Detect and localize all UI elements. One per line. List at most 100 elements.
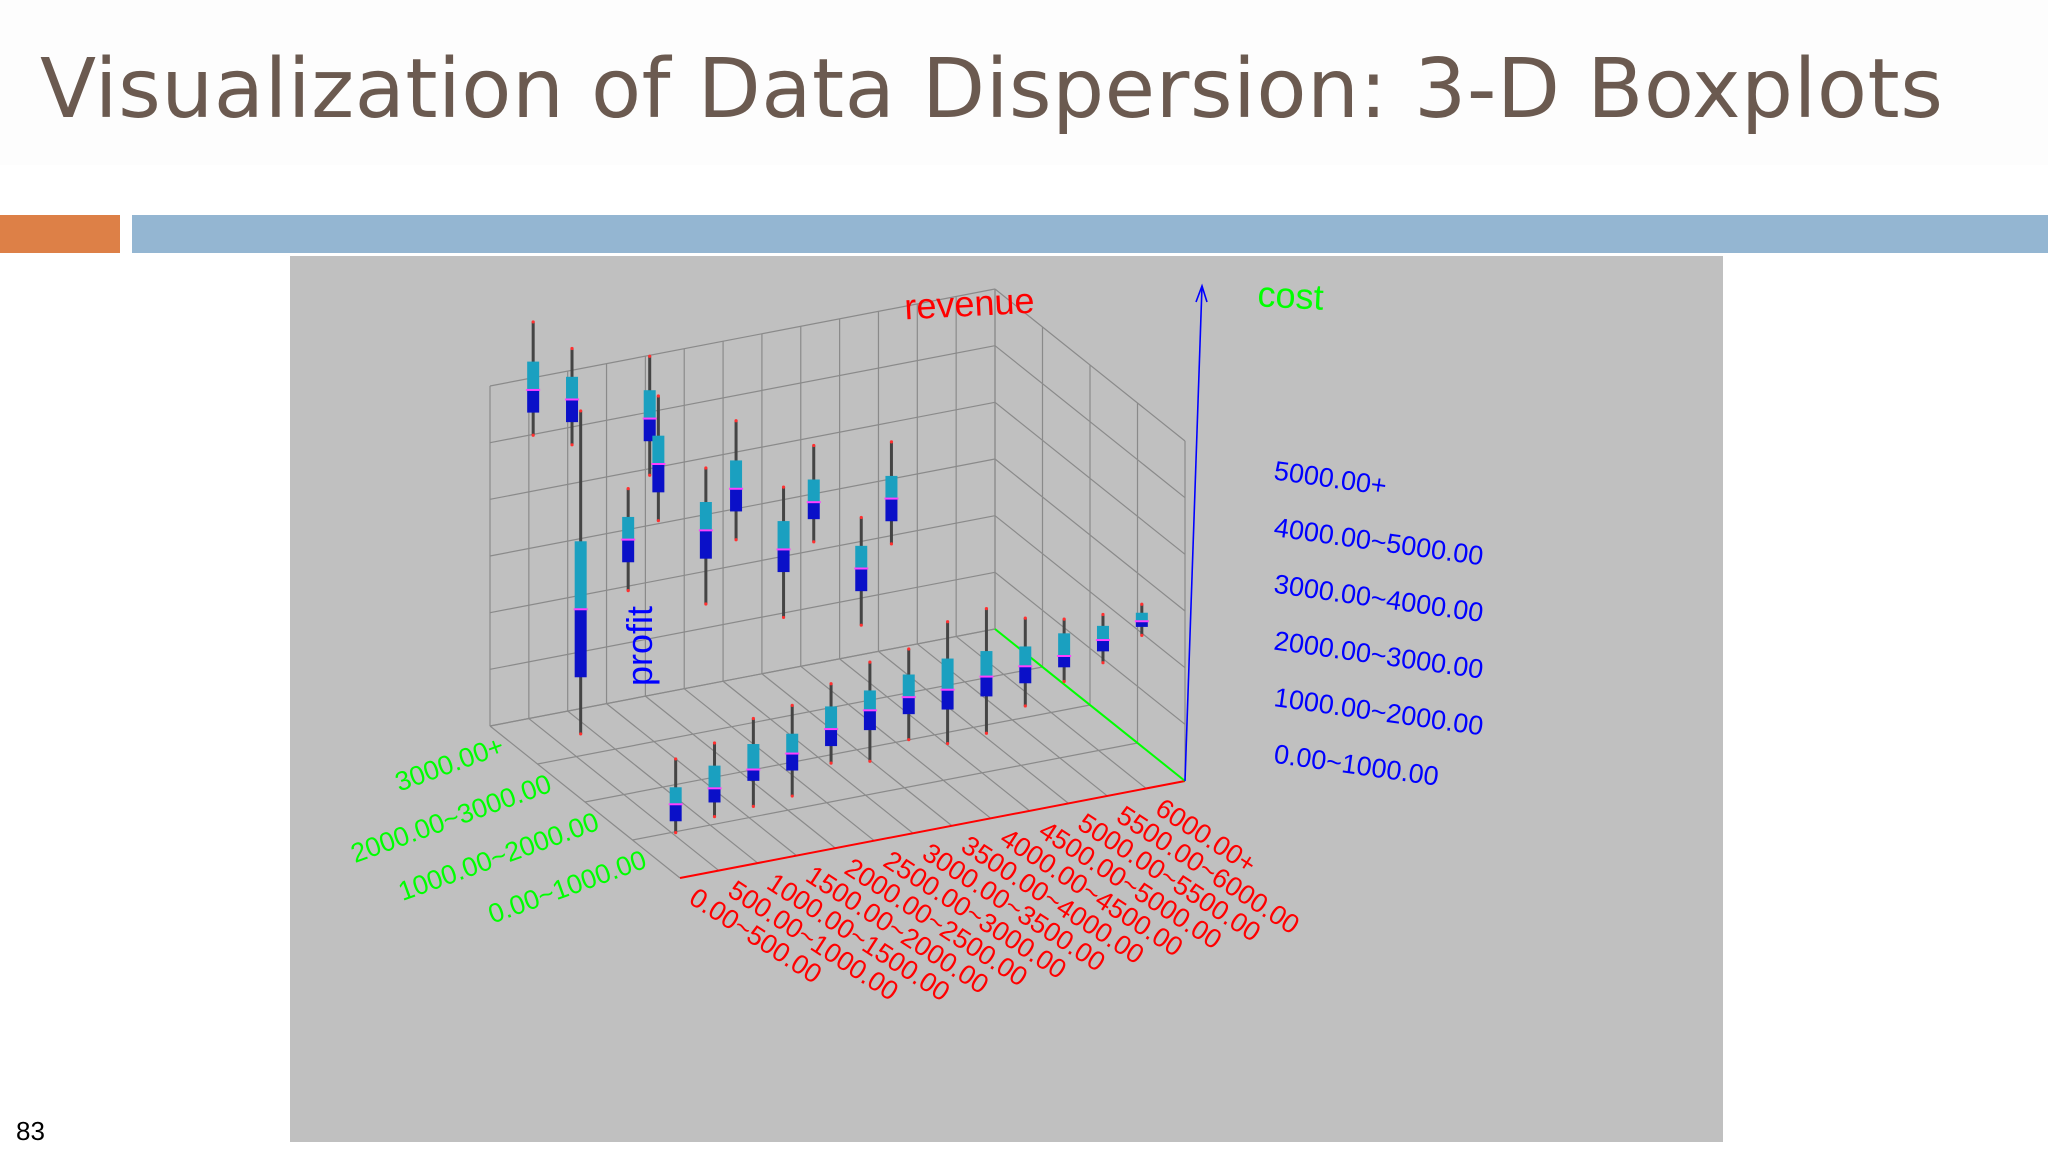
box-lower-half [566, 399, 579, 423]
box-min-marker [1062, 679, 1066, 684]
cost-axis-title: cost [1257, 273, 1325, 317]
back-wall-grid-line [489, 571, 996, 670]
box-lower-half [777, 549, 790, 573]
label-layer: 0.00~500.00500.00~1000.001000.00~1500.00… [347, 273, 1485, 1007]
box-upper-half [885, 475, 898, 499]
box-upper-half [708, 765, 721, 789]
box-max-marker [829, 682, 833, 686]
profit-axis-arrowhead [1195, 283, 1208, 303]
box-lower-half [527, 389, 540, 413]
back-wall-grid-line [489, 515, 996, 614]
box-lower-half [699, 530, 712, 559]
box-max-marker [570, 346, 574, 351]
box-lower-half [652, 464, 665, 493]
box-upper-half [980, 651, 993, 677]
box-lower-half [669, 804, 682, 822]
accent-bar-orange [0, 215, 120, 253]
box-min-marker [945, 741, 950, 746]
box-lower-half [807, 502, 820, 520]
box-max-marker [734, 419, 738, 423]
box-min-marker [626, 589, 630, 593]
back-wall-grid-line [489, 401, 996, 500]
back-wall-grid-line [489, 288, 996, 387]
box-min-marker [781, 615, 786, 620]
box-min-marker [1101, 661, 1105, 665]
box-max-marker [1101, 612, 1105, 617]
box-min-marker [570, 443, 574, 447]
box-upper-half [699, 502, 712, 531]
box-max-marker [907, 647, 911, 651]
page-number: 83 [16, 1116, 45, 1146]
profit-tick-label: 0.00~1000.00 [1272, 739, 1440, 792]
profit-tick-label: 1000.00~2000.00 [1272, 682, 1485, 741]
box-min-marker [829, 761, 833, 765]
boxplot-3d-figure: 0.00~500.00 500.00~1000.00 1000.00~1500.00… [290, 256, 1723, 1142]
box-lower-half [574, 609, 587, 678]
box-lower-half [885, 498, 898, 522]
title-band [0, 0, 2048, 165]
box-upper-half [855, 545, 868, 569]
box-max-marker [531, 320, 535, 324]
box-upper-half [825, 706, 838, 730]
box-max-marker [751, 716, 755, 721]
box-max-marker [1023, 616, 1027, 620]
box-upper-half [747, 744, 760, 770]
box-upper-half [807, 479, 820, 503]
box-lower-half [863, 710, 876, 731]
box-min-marker [812, 540, 816, 544]
box-min-marker [656, 519, 660, 523]
box-max-marker [1140, 602, 1144, 606]
floor-grid-line [584, 704, 1091, 803]
box-lower-half [643, 418, 656, 442]
box-upper-half [1019, 646, 1032, 667]
box-max-marker [656, 394, 660, 398]
accent-bar-blue [132, 215, 2048, 253]
box-min-marker [790, 794, 794, 798]
box-max-marker [1062, 617, 1066, 621]
box-max-marker [859, 515, 863, 520]
box-upper-half [1096, 625, 1109, 641]
side-wall-grid-line [994, 345, 1186, 499]
box-lower-half [786, 753, 799, 771]
box-lower-half [941, 689, 954, 710]
box-upper-half [669, 787, 682, 805]
box-lower-half [825, 729, 838, 747]
box-min-marker [1023, 704, 1027, 708]
box-min-marker [984, 731, 989, 735]
box-lower-half [747, 769, 760, 781]
box-upper-half [902, 674, 915, 698]
box-lower-half [980, 676, 993, 697]
slide-title: Visualization of Data Dispersion: 3-D Bo… [40, 42, 1944, 137]
box-max-marker [984, 606, 989, 611]
box-max-marker [648, 354, 652, 358]
box-lower-half [855, 568, 868, 592]
box-min-marker [1140, 633, 1144, 637]
box-upper-half [652, 435, 665, 465]
box-lower-half [708, 788, 721, 803]
box-upper-half [527, 361, 540, 390]
grid-layer [489, 288, 1186, 879]
profit-tick-label: 5000.00+ [1272, 456, 1388, 501]
box-max-marker [626, 487, 630, 491]
box-min-marker [704, 602, 708, 606]
side-wall-grid-line [994, 458, 1186, 612]
profit-tick-label: 2000.00~3000.00 [1272, 626, 1485, 685]
revenue-axis-line [679, 780, 1186, 879]
box-min-marker [751, 804, 755, 808]
box-lower-half [622, 539, 635, 563]
box-min-marker [531, 433, 535, 437]
floor-grid-line [632, 742, 1138, 841]
box-min-marker [712, 815, 717, 819]
floor-grid-line [537, 666, 1043, 765]
box-min-marker [734, 538, 738, 542]
box-lower-half [1135, 621, 1148, 627]
box-min-marker [889, 542, 894, 546]
back-wall-grid-line [489, 628, 996, 727]
box-lower-half [1019, 666, 1032, 684]
box-upper-half [777, 521, 790, 550]
box-max-marker [868, 660, 872, 664]
box-max-marker [945, 620, 950, 624]
profit-axis-title: profit [619, 606, 660, 686]
box-upper-half [574, 541, 587, 610]
box-min-marker [859, 623, 863, 627]
